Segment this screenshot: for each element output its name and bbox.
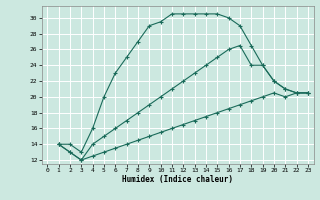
X-axis label: Humidex (Indice chaleur): Humidex (Indice chaleur) xyxy=(122,175,233,184)
